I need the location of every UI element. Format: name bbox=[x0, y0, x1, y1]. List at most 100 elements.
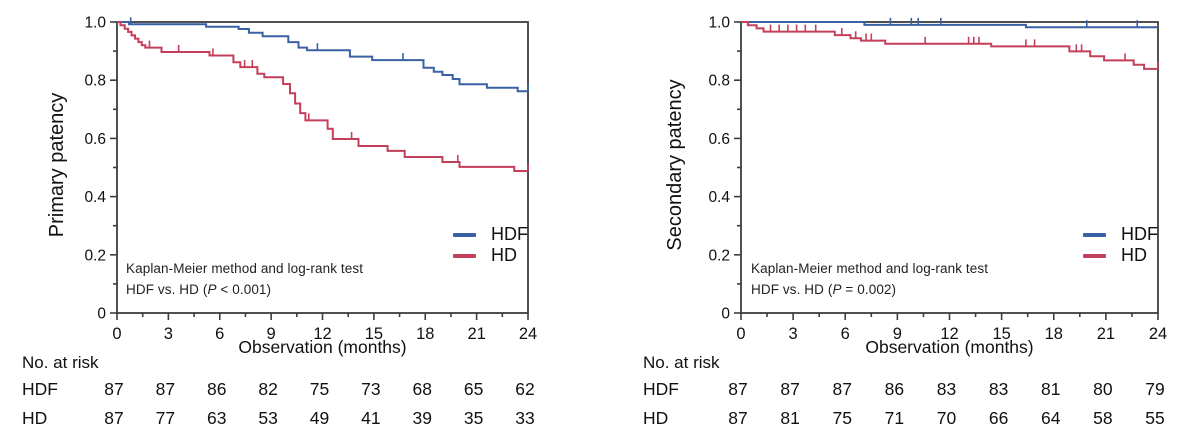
x-tick-label: 21 bbox=[1097, 325, 1115, 343]
risk-count: 87 bbox=[832, 379, 852, 399]
x-tick-label: 12 bbox=[313, 325, 331, 343]
risk-count: 77 bbox=[155, 408, 176, 428]
risk-count: 58 bbox=[1093, 408, 1113, 428]
y-tick-label: 0 bbox=[97, 306, 106, 323]
legend-swatch-hdf bbox=[453, 232, 476, 237]
x-tick-label: 3 bbox=[164, 325, 173, 343]
annotation-line1: Kaplan-Meier method and log-rank test bbox=[126, 261, 364, 276]
y-tick-label: 1.0 bbox=[84, 15, 106, 32]
p-value-symbol: P bbox=[207, 282, 217, 297]
risk-row-label: HD bbox=[643, 408, 669, 428]
risk-count: 81 bbox=[780, 408, 800, 428]
risk-count: 87 bbox=[104, 408, 124, 428]
legend-item-hdf: HDF bbox=[1083, 224, 1158, 245]
x-tick-label: 15 bbox=[365, 325, 383, 343]
y-tick-label: 0.2 bbox=[84, 247, 106, 264]
plot-area-svg: 0 3 6 9 12 15 18 21 24 0 0.2 0.4 0.6 0.8 1.0 bbox=[84, 15, 537, 344]
risk-count: 55 bbox=[1145, 408, 1165, 428]
legend-swatch-hd bbox=[1083, 253, 1106, 258]
y-tick-label: 0.8 bbox=[708, 73, 730, 90]
y-tick-label: 0.8 bbox=[84, 73, 106, 90]
risk-count: 68 bbox=[412, 379, 432, 399]
x-tick-label: 21 bbox=[467, 325, 485, 343]
risk-count: 64 bbox=[1041, 408, 1061, 428]
legend-label-hdf: HDF bbox=[1121, 224, 1158, 244]
y-tick-label: 0.4 bbox=[708, 189, 730, 206]
risk-count: 87 bbox=[728, 408, 748, 428]
km-curve-hdf bbox=[741, 21, 1158, 29]
legend-item-hd: HD bbox=[1083, 245, 1158, 266]
risk-count: 75 bbox=[832, 408, 852, 428]
y-tick-label: 1.0 bbox=[708, 15, 730, 32]
risk-count: 73 bbox=[361, 379, 381, 399]
risk-count: 80 bbox=[1093, 379, 1113, 399]
risk-count: 62 bbox=[515, 379, 535, 399]
x-tick-label: 18 bbox=[1045, 325, 1063, 343]
risk-count: 70 bbox=[936, 408, 957, 428]
km-curve-hd bbox=[741, 21, 1158, 70]
annotation-line1: Kaplan-Meier method and log-rank test bbox=[751, 261, 989, 276]
risk-count: 86 bbox=[884, 379, 905, 399]
stats-annotation: Kaplan-Meier method and log-rank test HD… bbox=[126, 258, 363, 300]
risk-count: 87 bbox=[728, 379, 748, 399]
risk-count: 81 bbox=[1041, 379, 1061, 399]
risk-count: 75 bbox=[309, 379, 330, 399]
chart-primary-patency: Primary patency 0 3 6 9 12 15 18 21 24 0 0.2 0.4 0.6… bbox=[22, 15, 537, 429]
risk-count: 33 bbox=[515, 408, 535, 428]
x-tick-label: 9 bbox=[893, 325, 902, 343]
risk-count: 39 bbox=[412, 408, 432, 428]
risk-row-label: HD bbox=[22, 408, 48, 428]
x-tick-label: 15 bbox=[992, 325, 1010, 343]
legend-swatch-hdf bbox=[1083, 232, 1106, 237]
risk-count: 83 bbox=[988, 379, 1009, 399]
risk-count: 79 bbox=[1145, 379, 1165, 399]
x-tick-label: 0 bbox=[736, 325, 745, 343]
x-tick-label: 18 bbox=[416, 325, 434, 343]
risk-row-label: HDF bbox=[22, 379, 58, 399]
legend-item-hd: HD bbox=[453, 245, 528, 266]
legend-swatch-hd bbox=[453, 253, 476, 258]
risk-count: 83 bbox=[936, 379, 957, 399]
risk-count: 86 bbox=[207, 379, 227, 399]
legend-label-hd: HD bbox=[1121, 245, 1147, 265]
x-tick-label: 24 bbox=[1149, 325, 1167, 343]
x-tick-label: 6 bbox=[841, 325, 850, 343]
x-tick-label: 0 bbox=[112, 325, 121, 343]
y-tick-label: 0 bbox=[721, 306, 730, 323]
risk-count: 63 bbox=[207, 408, 227, 428]
risk-count: 87 bbox=[104, 379, 124, 399]
risk-count: 71 bbox=[884, 408, 905, 428]
stats-annotation: Kaplan-Meier method and log-rank test HD… bbox=[751, 258, 988, 300]
annotation-line2: HDF vs. HD (P < 0.001) bbox=[126, 282, 272, 297]
risk-count: 41 bbox=[361, 408, 381, 428]
x-tick-label: 12 bbox=[940, 325, 958, 343]
legend-label-hdf: HDF bbox=[491, 224, 528, 244]
km-curve-hdf bbox=[117, 21, 528, 93]
x-tick-label: 24 bbox=[519, 325, 537, 343]
risk-row-label: HDF bbox=[643, 379, 679, 399]
p-value-symbol: P bbox=[832, 282, 842, 297]
legend: HDF HD bbox=[1083, 224, 1158, 266]
risk-count: 87 bbox=[780, 379, 800, 399]
x-tick-label: 9 bbox=[267, 325, 276, 343]
y-tick-label: 0.2 bbox=[708, 247, 730, 264]
x-tick-label: 3 bbox=[789, 325, 798, 343]
y-tick-label: 0.4 bbox=[84, 189, 106, 206]
risk-count: 87 bbox=[155, 379, 176, 399]
legend-label-hd: HD bbox=[491, 245, 517, 265]
legend-item-hdf: HDF bbox=[453, 224, 528, 245]
risk-table-title: No. at risk bbox=[643, 353, 720, 372]
risk-count: 53 bbox=[258, 408, 278, 428]
risk-count: 49 bbox=[309, 408, 330, 428]
risk-count: 66 bbox=[988, 408, 1009, 428]
km-curve-hd bbox=[117, 21, 528, 172]
y-tick-label: 0.6 bbox=[708, 131, 730, 148]
y-tick-label: 0.6 bbox=[84, 131, 106, 148]
x-axis-title: Observation (months) bbox=[865, 337, 1034, 357]
legend: HDF HD bbox=[453, 224, 528, 266]
chart-secondary-patency: Secondary patency 0 3 6 9 12 15 18 21 24 0 0.2 0.4 0… bbox=[600, 0, 1200, 440]
annotation-line2: HDF vs. HD (P = 0.002) bbox=[751, 282, 897, 297]
risk-count: 35 bbox=[463, 408, 484, 428]
x-tick-label: 6 bbox=[215, 325, 224, 343]
